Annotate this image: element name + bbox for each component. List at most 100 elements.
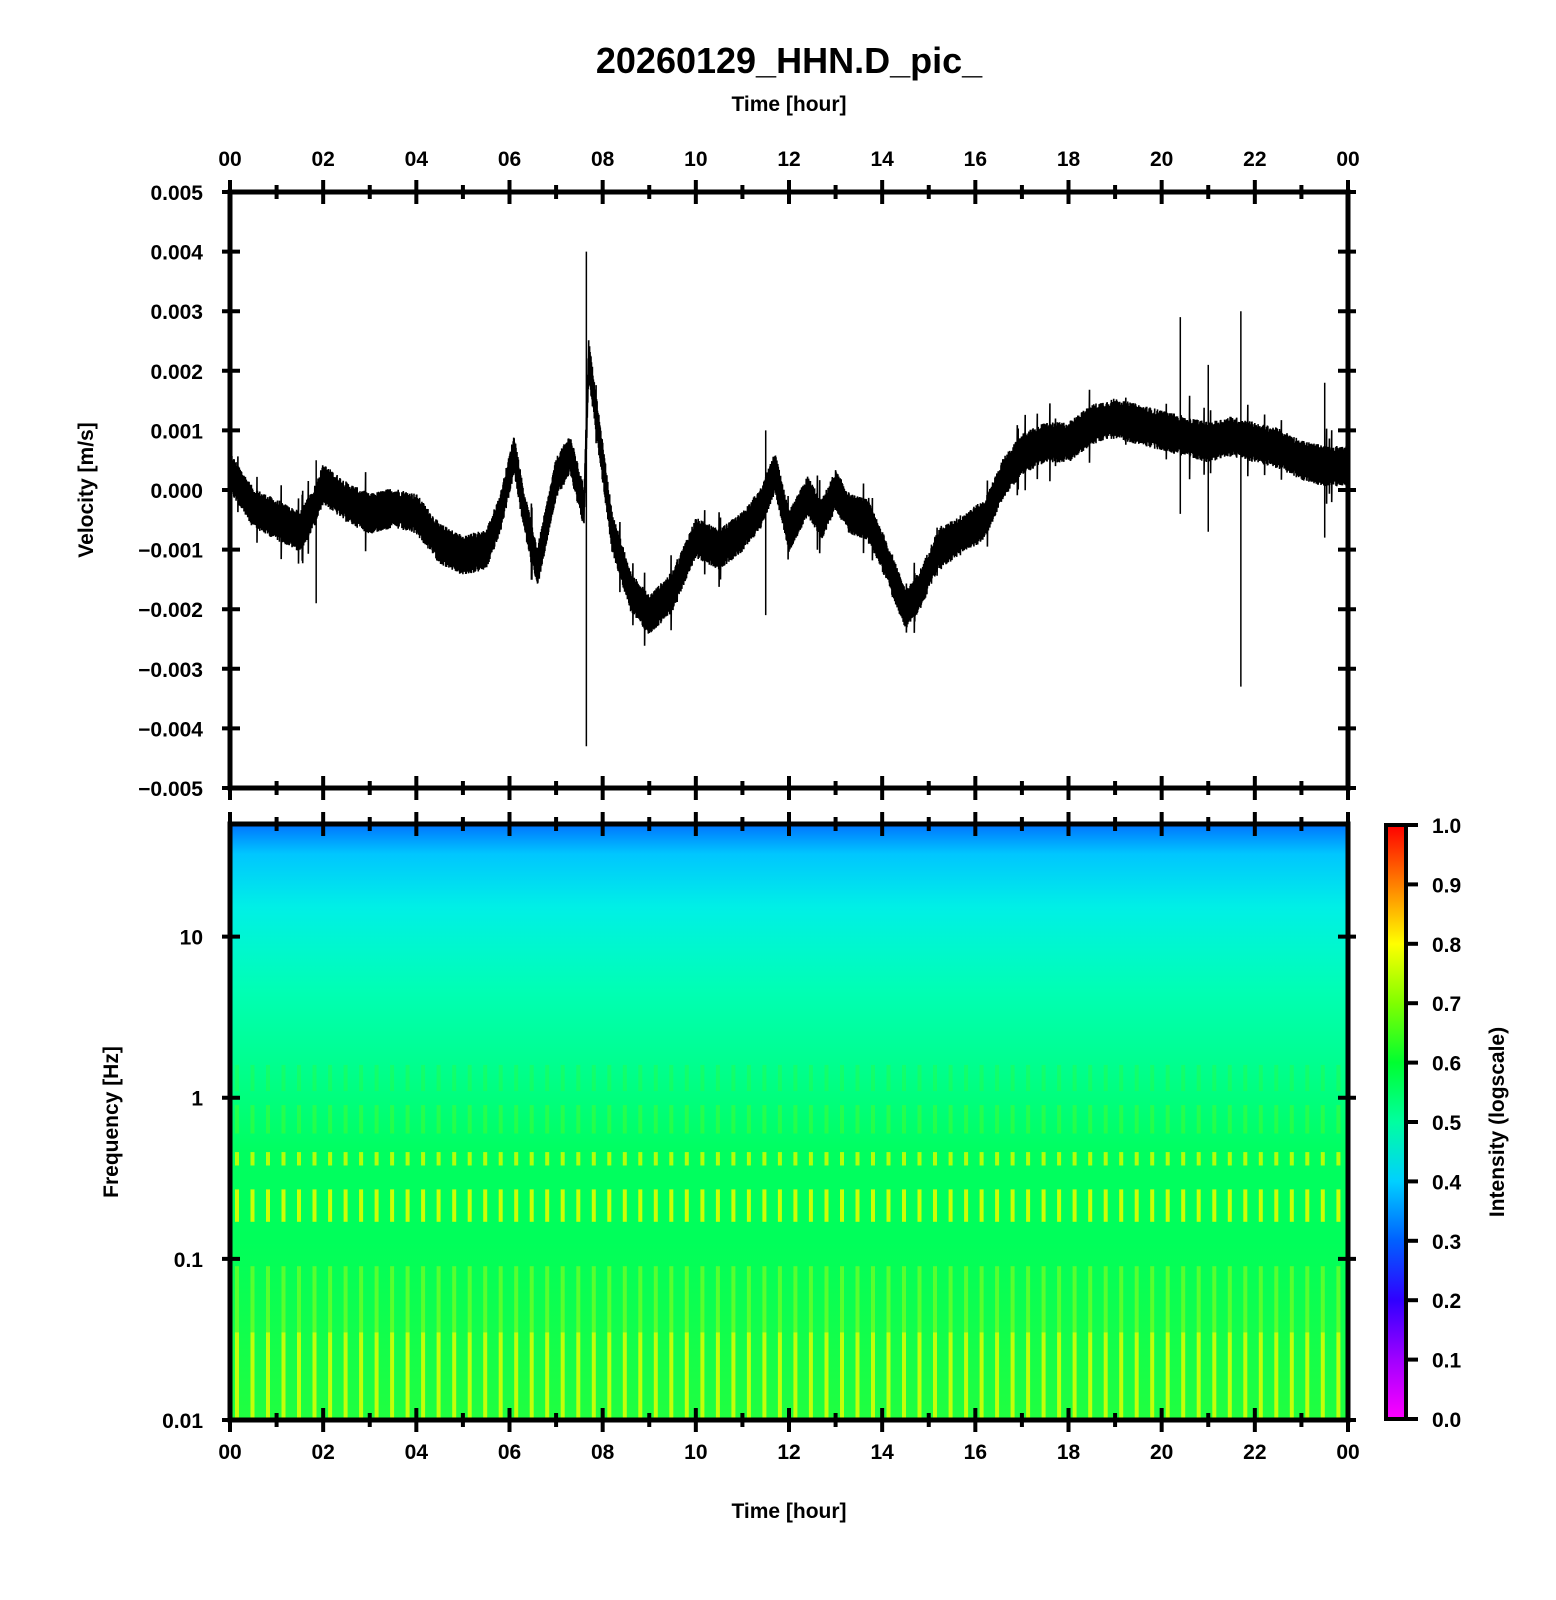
spectrogram-stripe	[669, 1064, 674, 1092]
colorbar-tick-label: 0.3	[1432, 1231, 1461, 1254]
spectrogram-stripe	[638, 1332, 643, 1420]
spectrogram-stripe	[1336, 1105, 1341, 1134]
spectrogram-stripe	[514, 1266, 519, 1333]
spectrogram-stripe	[1289, 1152, 1294, 1166]
spectrogram-stripe	[1320, 1266, 1325, 1333]
spectrogram-stripe	[390, 1152, 395, 1166]
spectrogram-stripe	[235, 1189, 239, 1222]
spectrogram-stripe	[312, 1189, 317, 1222]
colorbar-tick-label: 0.5	[1432, 1112, 1462, 1135]
spectrogram-stripe	[840, 1189, 844, 1222]
frequency-y-ticks: 10 1 0.1 0.01	[162, 927, 1356, 1433]
spectrogram-stripe	[964, 1064, 969, 1092]
spectrogram-stripe	[995, 1266, 1000, 1333]
spectrogram-stripe	[545, 1152, 550, 1166]
spectrogram-stripe	[266, 1064, 270, 1092]
spectrogram-stripe	[746, 1266, 751, 1333]
spectrogram-stripe	[638, 1266, 643, 1333]
bottom-x-tick-label: 20	[1150, 1441, 1173, 1464]
spectrogram-stripe	[1057, 1266, 1062, 1333]
top-x-tick-label: 06	[498, 148, 521, 171]
spectrogram-stripe	[731, 1105, 736, 1134]
spectrogram-stripe	[777, 1105, 782, 1134]
spectrogram-stripe	[560, 1152, 565, 1166]
spectrogram-stripe	[498, 1189, 503, 1222]
spectrogram-stripe	[1243, 1105, 1248, 1134]
spectrogram-stripe	[1103, 1105, 1108, 1134]
spectrogram-stripe	[777, 1152, 782, 1166]
spectrogram-stripe	[498, 1332, 503, 1420]
spectrogram-stripe	[1010, 1332, 1015, 1420]
spectrogram-stripe	[669, 1152, 674, 1166]
spectrogram-stripe	[1026, 1266, 1031, 1333]
spectrogram-stripe	[1196, 1189, 1201, 1222]
spectrogram-stripe	[933, 1105, 937, 1134]
spectrogram-stripe	[979, 1266, 984, 1333]
spectrogram-stripe	[1212, 1152, 1217, 1166]
spectrogram-stripe	[312, 1064, 317, 1092]
spectrogram-stripe	[359, 1332, 364, 1420]
spectrogram-stripe	[871, 1266, 875, 1333]
spectrogram-stripe	[607, 1189, 612, 1222]
velocity-y-tick-label: 0.004	[150, 242, 203, 265]
spectrogram-stripe	[979, 1105, 984, 1134]
spectrogram-stripe	[933, 1064, 937, 1092]
spectrogram-stripe	[312, 1105, 317, 1134]
spectrogram-stripe	[560, 1266, 565, 1333]
spectrogram-stripe	[250, 1189, 255, 1222]
spectrogram-stripe	[1119, 1105, 1124, 1134]
spectrogram-stripe	[1320, 1064, 1325, 1092]
spectrogram-stripe	[824, 1266, 829, 1333]
spectrogram-stripe	[1026, 1105, 1031, 1134]
spectrogram-stripe	[1165, 1064, 1170, 1092]
bottom-x-tick-label: 18	[1057, 1441, 1081, 1464]
spectrogram-panel: 00 02 04 06 08 10 12 14 16 18 20 22 00 10 1 0.1 0.01 Fr…	[100, 812, 1509, 1523]
spectrogram-stripe	[1165, 1152, 1170, 1166]
velocity-y-tick-label: 0.005	[150, 182, 203, 205]
velocity-y-tick-label: −0.002	[138, 599, 203, 622]
bottom-x-tick-label: 06	[498, 1441, 521, 1464]
spectrogram-stripe	[436, 1064, 441, 1092]
spectrogram-stripe	[964, 1189, 969, 1222]
top-x-tick-label: 08	[591, 148, 615, 171]
spectrogram-stripe	[684, 1105, 689, 1134]
top-x-tick-label: 20	[1150, 148, 1173, 171]
spectrogram-stripe	[824, 1105, 829, 1134]
spectrogram-stripe	[933, 1266, 937, 1333]
velocity-y-tick-label: 0.000	[150, 480, 203, 503]
spectrogram-stripe	[1088, 1332, 1093, 1420]
frequency-y-tick-label: 0.01	[162, 1410, 203, 1433]
spectrogram-stripe	[591, 1152, 596, 1166]
top-x-tick-label: 10	[684, 148, 707, 171]
spectrogram-stripe	[886, 1105, 891, 1134]
spectrogram-stripe	[1072, 1189, 1077, 1222]
spectrogram-stripe	[436, 1152, 441, 1166]
spectrogram-stripe	[1196, 1152, 1201, 1166]
spectrogram-stripe	[1181, 1266, 1186, 1333]
spectrogram-stripe	[1072, 1105, 1077, 1134]
spectrogram-stripe	[514, 1332, 519, 1420]
spectrogram-stripe	[328, 1266, 333, 1333]
spectrogram-stripe	[1057, 1189, 1062, 1222]
spectrogram-stripe	[746, 1105, 751, 1134]
top-x-tick-label: 14	[870, 148, 894, 171]
spectrogram-stripe	[1103, 1332, 1108, 1420]
velocity-y-tick-label: 0.002	[150, 361, 203, 384]
spectrogram-stripe	[715, 1105, 720, 1134]
spectrogram-stripe	[715, 1152, 720, 1166]
spectrogram-stripe	[902, 1064, 906, 1092]
spectrogram-stripe	[1150, 1189, 1155, 1222]
spectrogram-stripe	[979, 1152, 984, 1166]
spectrogram-stripe	[855, 1189, 860, 1222]
spectrogram-stripe	[1212, 1266, 1217, 1333]
spectrogram-stripe	[545, 1332, 550, 1420]
spectrogram-stripe	[483, 1064, 488, 1092]
spectrogram-stripe	[560, 1105, 565, 1134]
spectrogram-stripe	[964, 1152, 969, 1166]
spectrogram-stripe	[514, 1105, 519, 1134]
spectrogram-stripe	[1041, 1152, 1046, 1166]
spectrogram-stripe	[948, 1266, 953, 1333]
spectrogram-stripe	[1274, 1105, 1279, 1134]
spectrogram-stripe	[545, 1189, 550, 1222]
spectrogram-stripe	[359, 1266, 364, 1333]
